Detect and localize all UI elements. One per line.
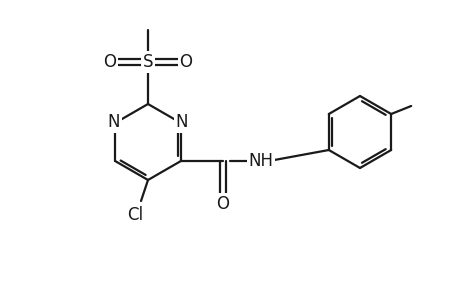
Text: O: O [216,195,229,213]
Text: O: O [179,53,192,71]
Text: N: N [175,113,188,131]
Text: NH: NH [248,152,273,170]
Text: Cl: Cl [127,206,143,224]
Text: N: N [107,113,120,131]
Text: O: O [103,53,116,71]
Text: S: S [142,53,153,71]
